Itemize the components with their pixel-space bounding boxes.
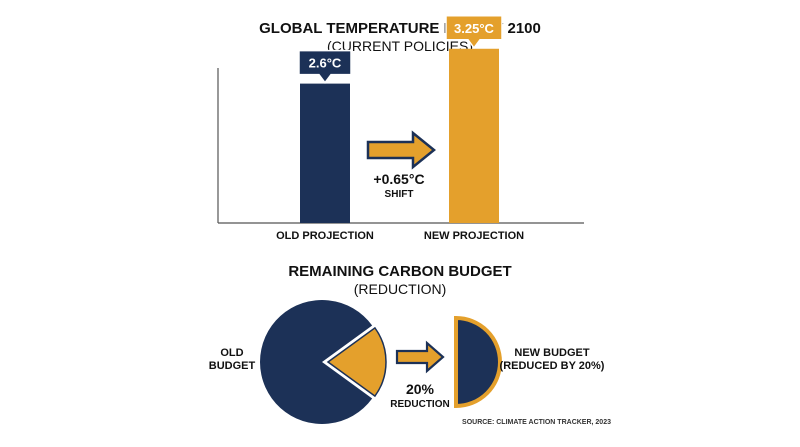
new-budget-label-line2: (REDUCED BY 20%) — [500, 360, 605, 372]
category-label-old-projection: OLD PROJECTION — [276, 230, 374, 242]
old-budget-label-line2: BUDGET — [209, 360, 256, 372]
temperature-chart-subtitle: (CURRENT POLICIES) — [327, 38, 473, 54]
bar-new-projection — [449, 48, 499, 224]
value-label-new-projection: 3.25°C — [454, 21, 495, 36]
callout-old-projection — [298, 49, 352, 84]
reduction-caption-label: REDUCTION — [390, 399, 449, 410]
pie-slice-reduction — [326, 326, 387, 398]
value-label-old-projection: 2.6°C — [309, 56, 342, 71]
bar-old-projection — [300, 83, 350, 223]
new-budget-label-line1: NEW BUDGET — [514, 347, 589, 359]
callout-new-projection — [445, 15, 503, 50]
pie-slice-remaining — [260, 299, 373, 424]
shift-arrow-icon — [366, 130, 436, 170]
new-budget-shape — [454, 315, 502, 409]
carbon-budget-title: REMAINING CARBON BUDGET — [288, 263, 511, 280]
shift-value-label: +0.65°C — [373, 171, 424, 187]
reduction-arrow-icon — [395, 340, 445, 374]
category-label-new-projection: NEW PROJECTION — [424, 230, 524, 242]
source-note: SOURCE: CLIMATE ACTION TRACKER, 2023 — [462, 419, 611, 426]
shift-caption-label: SHIFT — [385, 189, 414, 200]
reduction-value-label: 20% — [406, 381, 435, 397]
carbon-budget-subtitle: (REDUCTION) — [354, 281, 447, 297]
old-budget-label-line1: OLD — [220, 347, 243, 359]
